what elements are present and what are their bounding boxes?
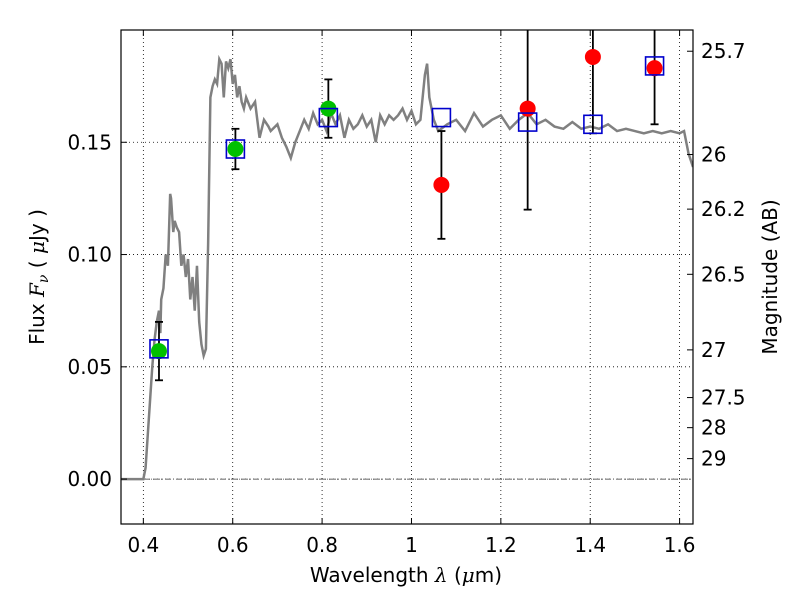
- marker-square-0: [149, 339, 169, 359]
- flux-subscript: ν: [36, 274, 52, 283]
- marker-square-3: [431, 107, 452, 128]
- x-tick-label-5: 1.4: [574, 533, 606, 557]
- y2-tick-label-4: 27: [701, 338, 726, 362]
- y-axis-label-text: Flux: [25, 297, 49, 345]
- y-tick-label-3: 0.15: [67, 130, 112, 154]
- plot-background: [121, 30, 693, 524]
- marker-circle-0-0: [150, 343, 167, 360]
- template-spectrum-line: [121, 54, 693, 481]
- marker-circle-1-2: [584, 48, 601, 65]
- y2-axis-ticks: 25.7 26 26.2 26.5 27 27.5 28 29: [687, 39, 746, 471]
- x-tick-label-0: 0.4: [127, 533, 159, 557]
- y2-tick-label-0: 25.7: [701, 39, 746, 63]
- lambda-symbol: λ: [434, 563, 448, 587]
- y-tick-label-1: 0.05: [67, 355, 112, 379]
- flux-symbol: F: [25, 282, 49, 298]
- x-axis-unit-open: (: [448, 563, 462, 587]
- x-tick-label-2: 0.8: [306, 533, 338, 557]
- x-tick-label-6: 1.6: [664, 533, 696, 557]
- y2-tick-label-6: 28: [701, 416, 726, 440]
- marker-circle-1-3: [646, 60, 663, 77]
- y2-tick-label-5: 27.5: [701, 386, 746, 410]
- y2-tick-label-7: 29: [701, 447, 726, 471]
- x-axis-unit-rest: m): [475, 563, 502, 587]
- marker-square-4: [517, 112, 538, 132]
- y2-tick-label-2: 26.2: [701, 197, 746, 221]
- marker-square-5: [583, 114, 603, 135]
- y2-tick-label-1: 26: [701, 143, 726, 167]
- y-axis-unit-open: (: [25, 254, 49, 275]
- x-axis-label-text: Wavelength: [310, 563, 435, 587]
- y-axis-unit-mu: μ: [25, 241, 49, 254]
- marker-square-1: [225, 139, 246, 159]
- marker-circle-0-1: [227, 141, 244, 158]
- marker-circle-1-0: [433, 176, 450, 193]
- x-tick-label-4: 1.2: [485, 533, 517, 557]
- marker-square-6: [644, 56, 665, 76]
- y-axis-ticks: 0.00 0.05 0.10 0.15: [67, 130, 127, 491]
- marker-square-2: [318, 107, 339, 128]
- plot-frame: [120, 29, 694, 525]
- y2-tick-label-3: 26.5: [701, 262, 746, 286]
- y-tick-label-0: 0.00: [67, 467, 112, 491]
- x-axis-ticks: 0.4 0.6 0.8 1 1.2 1.4 1.6: [127, 30, 696, 557]
- x-axis-label: Wavelength λ (μm): [310, 563, 502, 587]
- x-tick-label-1: 0.6: [217, 533, 249, 557]
- y2-axis-label: Magnitude (AB): [758, 199, 782, 354]
- y-axis-label: Flux Fν ( μJy ): [25, 209, 52, 345]
- y-axis-unit-rest: Jy ): [25, 209, 49, 243]
- photometry-markers: [149, 48, 665, 360]
- y-tick-label-2: 0.10: [67, 243, 112, 267]
- x-axis-unit-mu: μ: [462, 563, 475, 587]
- x-tick-label-3: 1: [405, 533, 418, 557]
